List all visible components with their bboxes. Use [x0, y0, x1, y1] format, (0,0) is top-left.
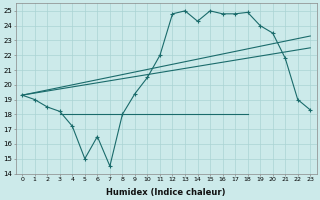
X-axis label: Humidex (Indice chaleur): Humidex (Indice chaleur) — [107, 188, 226, 197]
